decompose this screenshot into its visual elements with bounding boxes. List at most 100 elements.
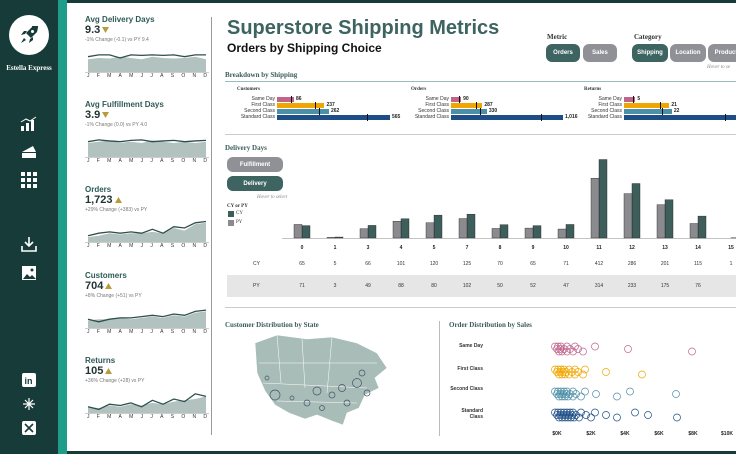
order-point[interactable] bbox=[557, 408, 565, 417]
order-point[interactable] bbox=[569, 408, 577, 417]
order-point[interactable] bbox=[571, 342, 579, 351]
order-point[interactable] bbox=[571, 370, 579, 379]
order-point[interactable] bbox=[626, 387, 634, 396]
order-point[interactable] bbox=[571, 365, 579, 374]
py-bar-4[interactable] bbox=[392, 221, 402, 239]
order-point[interactable] bbox=[579, 347, 587, 356]
cy-bar-9[interactable] bbox=[532, 225, 542, 239]
order-point[interactable] bbox=[551, 387, 559, 396]
order-point[interactable] bbox=[602, 368, 610, 376]
order-point[interactable] bbox=[688, 347, 696, 356]
breakdown-bar[interactable] bbox=[624, 97, 636, 102]
order-point[interactable] bbox=[565, 365, 573, 374]
breakdown-bar[interactable] bbox=[277, 103, 325, 108]
cy-bar-3[interactable] bbox=[367, 225, 377, 239]
order-point[interactable] bbox=[587, 413, 595, 422]
order-point[interactable] bbox=[591, 408, 599, 417]
order-point[interactable] bbox=[551, 408, 559, 417]
order-point[interactable] bbox=[563, 347, 571, 356]
order-point[interactable] bbox=[563, 387, 571, 396]
metric-orders-button[interactable]: Orders bbox=[546, 44, 580, 62]
cy-bar-13[interactable] bbox=[664, 199, 674, 239]
cy-bar-0[interactable] bbox=[301, 225, 311, 239]
order-point[interactable] bbox=[560, 365, 568, 374]
order-point[interactable] bbox=[613, 392, 621, 401]
py-bar-3[interactable] bbox=[359, 228, 369, 239]
order-point[interactable] bbox=[564, 392, 572, 401]
py-bar-12[interactable] bbox=[623, 193, 633, 239]
cy-bar-5[interactable] bbox=[433, 214, 443, 239]
order-point[interactable] bbox=[562, 368, 570, 376]
cy-bar-11[interactable] bbox=[598, 159, 608, 239]
image-icon[interactable] bbox=[18, 262, 40, 284]
fulfillment-button[interactable]: Fulfillment bbox=[227, 157, 283, 172]
cy-bar-10[interactable] bbox=[565, 224, 575, 239]
order-point[interactable] bbox=[565, 370, 573, 379]
cy-bar-12[interactable] bbox=[631, 183, 641, 239]
order-point[interactable] bbox=[575, 413, 583, 422]
order-point[interactable] bbox=[560, 408, 568, 417]
pie-icon[interactable] bbox=[18, 141, 40, 163]
order-point[interactable] bbox=[577, 408, 585, 417]
delivery-button[interactable]: Delivery bbox=[227, 176, 283, 191]
order-point[interactable] bbox=[581, 365, 589, 374]
download-icon[interactable] bbox=[18, 233, 40, 255]
py-bar-8[interactable] bbox=[491, 228, 501, 239]
rocket-logo-icon[interactable] bbox=[9, 15, 49, 55]
breakdown-bar[interactable] bbox=[277, 109, 329, 114]
order-point[interactable] bbox=[582, 411, 590, 419]
order-point[interactable] bbox=[557, 387, 565, 396]
cy-bar-1[interactable] bbox=[334, 236, 344, 239]
order-point[interactable] bbox=[574, 368, 582, 376]
order-point[interactable] bbox=[673, 413, 681, 422]
order-point[interactable] bbox=[569, 387, 577, 396]
order-point[interactable] bbox=[577, 392, 585, 401]
breakdown-bar[interactable] bbox=[277, 115, 390, 120]
order-point[interactable] bbox=[568, 368, 576, 376]
table-icon[interactable] bbox=[18, 169, 40, 191]
breakdown-bar[interactable] bbox=[451, 109, 487, 114]
order-point[interactable] bbox=[574, 345, 582, 353]
order-point[interactable] bbox=[557, 365, 565, 374]
order-point[interactable] bbox=[572, 390, 580, 398]
breakdown-bar[interactable] bbox=[451, 103, 483, 108]
linkedin-icon[interactable]: in bbox=[18, 369, 40, 391]
order-point[interactable] bbox=[638, 370, 646, 379]
order-point[interactable] bbox=[557, 342, 565, 351]
cy-bar-7[interactable] bbox=[466, 213, 476, 239]
order-point[interactable] bbox=[602, 411, 610, 419]
order-point[interactable] bbox=[591, 342, 599, 351]
order-point[interactable] bbox=[592, 390, 600, 398]
order-point[interactable] bbox=[581, 387, 589, 396]
breakdown-bar[interactable] bbox=[624, 109, 672, 114]
order-point[interactable] bbox=[563, 342, 571, 351]
py-bar-1[interactable] bbox=[326, 237, 336, 239]
category-product-button[interactable]: Product bbox=[708, 44, 736, 62]
breakdown-bar[interactable] bbox=[277, 97, 294, 102]
order-point[interactable] bbox=[624, 345, 632, 353]
cy-bar-14[interactable] bbox=[697, 215, 707, 239]
order-point[interactable] bbox=[579, 370, 587, 379]
order-point[interactable] bbox=[554, 387, 562, 396]
x-icon[interactable] bbox=[18, 417, 40, 439]
order-point[interactable] bbox=[551, 342, 559, 351]
order-point[interactable] bbox=[569, 347, 577, 356]
py-bar-7[interactable] bbox=[458, 218, 468, 239]
category-location-button[interactable]: Location bbox=[670, 44, 706, 62]
cy-bar-4[interactable] bbox=[400, 218, 410, 239]
py-bar-0[interactable] bbox=[293, 224, 303, 239]
metric-sales-button[interactable]: Sales bbox=[583, 44, 617, 62]
order-point[interactable] bbox=[566, 345, 574, 353]
py-bar-5[interactable] bbox=[425, 222, 435, 239]
py-bar-13[interactable] bbox=[656, 204, 666, 239]
order-point[interactable] bbox=[572, 411, 580, 419]
cy-bar-8[interactable] bbox=[499, 224, 509, 239]
order-point[interactable] bbox=[566, 390, 574, 398]
order-point[interactable] bbox=[551, 365, 559, 374]
py-bar-9[interactable] bbox=[524, 227, 534, 239]
bar-chart-icon[interactable] bbox=[18, 113, 40, 135]
breakdown-bar[interactable] bbox=[624, 103, 670, 108]
order-point[interactable] bbox=[560, 345, 568, 353]
tableau-icon[interactable] bbox=[18, 393, 40, 415]
order-point[interactable] bbox=[672, 390, 680, 398]
